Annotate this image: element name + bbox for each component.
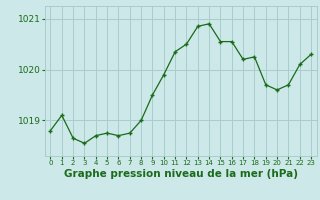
X-axis label: Graphe pression niveau de la mer (hPa): Graphe pression niveau de la mer (hPa)	[64, 169, 298, 179]
